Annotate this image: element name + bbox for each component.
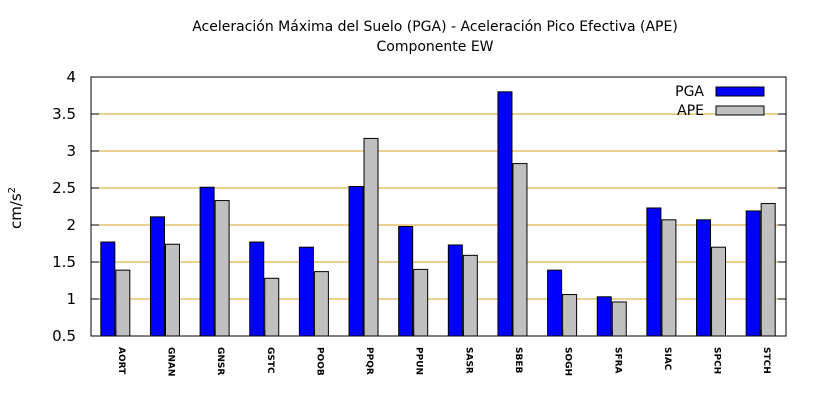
bar-ape-aort — [115, 269, 131, 337]
legend-label-ape: APE — [677, 103, 704, 119]
x-category-label: GNAN — [165, 347, 175, 376]
x-category-label: PPUN — [414, 347, 424, 375]
x-category-label: GNSR — [215, 347, 225, 375]
y-tick-label: 3.5 — [52, 105, 76, 123]
y-axis-label: cm/s2 — [7, 187, 25, 229]
y-tick-label: 1 — [66, 290, 76, 308]
legend-label-pga: PGA — [675, 84, 704, 100]
bar-pga-aort — [100, 241, 116, 337]
x-category-label: PPQR — [364, 347, 374, 375]
grid-lines — [91, 113, 786, 300]
bar-ape-ppun — [413, 268, 429, 337]
bar-pga-sogh — [547, 269, 563, 337]
x-category-label: SIAC — [662, 347, 672, 371]
y-tick-label: 2.5 — [52, 179, 76, 197]
y-axis-label-unit: cm/s — [7, 193, 25, 229]
legend-swatch-ape — [715, 105, 765, 116]
bar-ape-poob — [313, 271, 329, 337]
y-tick-label: 3 — [66, 142, 76, 160]
bar-pga-spch — [696, 219, 712, 337]
x-category-label: SFRA — [612, 347, 622, 374]
bar-pga-gnsr — [199, 186, 215, 337]
bar-ape-sogh — [562, 294, 578, 337]
y-tick-label: 4 — [66, 68, 76, 86]
legend: PGA APE — [675, 84, 765, 119]
y-axis-label-exponent: 2 — [7, 187, 18, 193]
bar-pga-poob — [298, 246, 314, 337]
x-category-label: STCH — [761, 347, 771, 374]
bar-pga-sasr — [447, 244, 463, 337]
bar-ape-spch — [711, 246, 727, 337]
x-category-label: SASR — [463, 347, 473, 374]
x-axis-categories: AORT GNAN GNSR GSTC POOB PPQR PPUN SASR SBEB SOGH… — [116, 347, 771, 376]
bar-ape-sbeb — [512, 163, 528, 337]
bar-ape-sasr — [462, 254, 478, 337]
plot-area-frame — [90, 76, 787, 337]
chart-subtitle: Componente EW — [376, 39, 493, 55]
bars — [100, 91, 776, 337]
bar-pga-sbeb — [497, 91, 513, 337]
x-category-label: SBEB — [513, 347, 523, 373]
bar-pga-ppun — [398, 225, 414, 337]
bar-ape-ppqr — [363, 137, 379, 337]
y-tick-label: 2 — [66, 216, 76, 234]
bar-ape-stch — [760, 203, 776, 337]
bar-pga-gnan — [149, 216, 165, 337]
chart-title: Aceleración Máxima del Suelo (PGA) - Ace… — [192, 19, 678, 35]
y-tick-label: 1.5 — [52, 253, 76, 271]
bar-ape-gnsr — [214, 200, 230, 337]
x-category-label: SPCH — [712, 347, 722, 374]
bar-pga-siac — [646, 207, 662, 337]
bar-ape-gnan — [164, 243, 180, 337]
y-tick-label: 0.5 — [52, 327, 76, 345]
bar-pga-sfra — [596, 296, 612, 337]
bar-pga-stch — [745, 210, 761, 337]
x-category-label: GSTC — [265, 347, 275, 374]
y-axis-ticks: 0.5 1 1.5 2 2.5 3 3.5 4 — [52, 68, 786, 345]
legend-swatch-pga — [715, 86, 765, 97]
bar-ape-sfra — [611, 301, 627, 337]
x-category-label: SOGH — [563, 347, 573, 376]
bar-ape-gstc — [264, 277, 280, 337]
bar-pga-gstc — [249, 241, 265, 337]
bar-ape-siac — [661, 219, 677, 337]
x-category-label: POOB — [314, 347, 324, 376]
x-category-label: AORT — [116, 347, 126, 375]
bar-pga-ppqr — [348, 186, 364, 337]
